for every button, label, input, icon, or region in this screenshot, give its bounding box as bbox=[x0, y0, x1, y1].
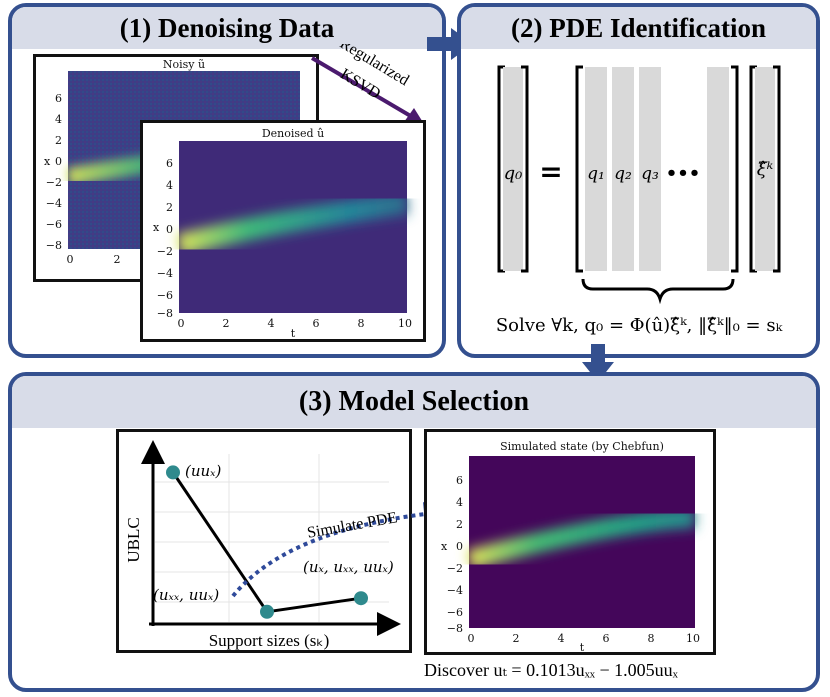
sim-x-tick: 0 bbox=[468, 632, 475, 645]
simulated-figure: Simulated state (by Chebfun) 6 4 2 0 −2 … bbox=[424, 429, 716, 655]
q0-column bbox=[503, 67, 523, 271]
denoised-x-tick: 4 bbox=[268, 317, 275, 330]
point1-label: (uuₓ) bbox=[185, 462, 221, 480]
sim-y-tick: −8 bbox=[447, 622, 463, 635]
q2-label: q₂ bbox=[614, 164, 632, 184]
q2-column bbox=[612, 67, 634, 271]
sim-x-tick: 4 bbox=[558, 632, 565, 645]
underbrace bbox=[581, 278, 735, 305]
sim-y-label: x bbox=[441, 540, 448, 553]
pde-panel-title: (2) PDE Identification bbox=[461, 7, 816, 49]
ublc-point-1 bbox=[166, 465, 180, 480]
noisy-y-tick: 0 bbox=[55, 155, 62, 168]
denoised-y-tick: 0 bbox=[166, 223, 173, 236]
noisy-y-tick: −6 bbox=[46, 218, 62, 231]
sim-y-tick: 4 bbox=[456, 496, 463, 509]
qn-column bbox=[707, 67, 729, 271]
sim-y-tick: −6 bbox=[447, 606, 463, 619]
denoised-figure: Denoised û 6 4 2 0 −2 −4 −6 −8 x 0 2 4 6… bbox=[140, 120, 426, 342]
denoised-x-tick: 8 bbox=[358, 317, 365, 330]
sim-y-tick: 0 bbox=[456, 540, 463, 553]
model-selection-title: (3) Model Selection bbox=[12, 376, 816, 428]
sim-y-tick: 6 bbox=[456, 474, 463, 487]
denoised-y-tick: −2 bbox=[157, 245, 173, 258]
noisy-y-tick: 6 bbox=[55, 92, 62, 105]
denoised-y-tick: −6 bbox=[157, 289, 173, 302]
sim-x-tick: 10 bbox=[686, 632, 700, 645]
ublc-segment bbox=[266, 596, 362, 614]
sim-x-label: t bbox=[580, 641, 585, 652]
denoised-y-tick: −8 bbox=[157, 307, 173, 320]
noisy-x-tick: 2 bbox=[114, 253, 121, 266]
point2-label: (uₓₓ, uuₓ) bbox=[153, 586, 219, 604]
xi-column bbox=[755, 67, 775, 271]
noisy-y-label: x bbox=[44, 155, 51, 168]
discover-equation: Discover uₜ = 0.1013uₓₓ − 1.005uuₓ bbox=[424, 660, 678, 680]
ublc-point-3 bbox=[354, 591, 368, 606]
denoised-y-label: x bbox=[153, 221, 160, 234]
q1-label: q₁ bbox=[587, 164, 605, 184]
noisy-y-tick: 4 bbox=[55, 113, 62, 126]
denoised-y-tick: 2 bbox=[166, 201, 173, 214]
sim-x-tick: 8 bbox=[648, 632, 655, 645]
simulate-label: Simulate PDE bbox=[306, 509, 399, 542]
sim-title: Simulated state (by Chebfun) bbox=[500, 440, 664, 453]
noisy-title: Noisy ũ bbox=[163, 58, 205, 71]
simulate-arrow: Simulate PDE bbox=[231, 502, 443, 598]
pde-matrix-diagram: q₀ = q₁ q₂ q₃ ••• ξ̂ᵏ Solve ∀k, q₀ = Φ(û… bbox=[496, 65, 783, 336]
denoised-y-tick: −4 bbox=[157, 267, 173, 280]
ublc-figure: UBLC Support sizes (sₖ) (uuₓ) (uₓₓ, uuₓ)… bbox=[116, 429, 412, 653]
denoised-title: Denoised û bbox=[262, 127, 324, 140]
solve-equation: Solve ∀k, q₀ = Φ(û)ξ̂ᵏ, ‖ξ̂ᵏ‖₀ = sₖ bbox=[496, 315, 783, 336]
sim-y-tick: −2 bbox=[447, 562, 463, 575]
q1-column bbox=[585, 67, 607, 271]
q3-label: q₃ bbox=[641, 164, 659, 184]
denoised-x-tick: 0 bbox=[178, 317, 185, 330]
sim-x-tick: 6 bbox=[603, 632, 610, 645]
noisy-y-tick: −4 bbox=[46, 197, 62, 210]
noisy-y-tick: −2 bbox=[46, 176, 62, 189]
xi-label: ξ̂ᵏ bbox=[757, 159, 774, 180]
denoised-x-tick: 6 bbox=[313, 317, 320, 330]
simulated-plot: Simulated state (by Chebfun) 6 4 2 0 −2 … bbox=[441, 440, 700, 654]
ublc-x-label: Support sizes (sₖ) bbox=[209, 631, 330, 650]
pde-panel: (2) PDE Identification q₀ = q₁ q₂ q₃ •••… bbox=[457, 3, 820, 358]
ksvd-arrow: Regularized KSVD bbox=[310, 44, 424, 124]
noisy-y-tick: −8 bbox=[46, 239, 62, 252]
denoised-x-tick: 10 bbox=[398, 317, 412, 330]
sim-y-tick: 2 bbox=[456, 518, 463, 531]
denoised-plot: Denoised û 6 4 2 0 −2 −4 −6 −8 x 0 2 4 6… bbox=[153, 127, 412, 340]
q3-column bbox=[639, 67, 661, 271]
point3-label: (uₓ, uₓₓ, uuₓ) bbox=[303, 558, 394, 576]
noisy-y-tick: 2 bbox=[55, 134, 62, 147]
noisy-x-tick: 0 bbox=[67, 253, 74, 266]
sim-y-tick: −4 bbox=[447, 584, 463, 597]
ellipsis-dots: ••• bbox=[666, 163, 701, 184]
ublc-point-2 bbox=[260, 604, 274, 619]
sim-x-tick: 2 bbox=[513, 632, 520, 645]
denoised-x-tick: 2 bbox=[223, 317, 230, 330]
ublc-segment bbox=[171, 471, 269, 613]
ublc-y-label: UBLC bbox=[124, 517, 143, 562]
denoising-panel-title: (1) Denoising Data bbox=[12, 7, 442, 49]
denoised-y-tick: 4 bbox=[166, 179, 173, 192]
denoised-y-tick: 6 bbox=[166, 157, 173, 170]
denoised-x-label: t bbox=[291, 327, 296, 339]
equals-sign: = bbox=[539, 155, 562, 188]
noisy-y-ticks: 6 4 2 0 −2 −4 −6 −8 bbox=[46, 92, 62, 252]
q0-label: q₀ bbox=[504, 163, 523, 184]
